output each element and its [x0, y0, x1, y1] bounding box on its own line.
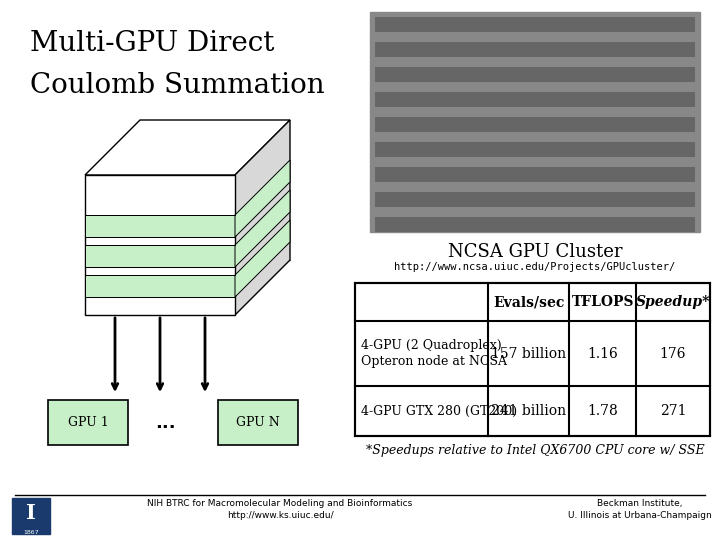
Text: NIH BTRC for Macromolecular Modeling and Bioinformatics: NIH BTRC for Macromolecular Modeling and… — [148, 499, 413, 508]
Bar — [370, 12, 700, 232]
Polygon shape — [85, 215, 235, 237]
Text: GPU 1: GPU 1 — [68, 416, 109, 429]
Text: 271: 271 — [660, 404, 686, 418]
Text: NCSA GPU Cluster: NCSA GPU Cluster — [448, 243, 622, 261]
Text: http://www.ks.uiuc.edu/: http://www.ks.uiuc.edu/ — [227, 511, 333, 520]
Text: Evals/sec: Evals/sec — [493, 295, 564, 309]
Text: U. Illinois at Urbana-Champaign: U. Illinois at Urbana-Champaign — [568, 511, 712, 520]
Text: 241 billion: 241 billion — [491, 404, 567, 418]
Text: 1.78: 1.78 — [588, 404, 618, 418]
Text: 1.16: 1.16 — [588, 347, 618, 361]
Text: TFLOPS: TFLOPS — [572, 295, 634, 309]
Text: http://www.ncsa.uiuc.edu/Projects/GPUcluster/: http://www.ncsa.uiuc.edu/Projects/GPUclu… — [395, 262, 675, 272]
Text: 157 billion: 157 billion — [491, 347, 567, 361]
Text: Coulomb Summation: Coulomb Summation — [30, 72, 325, 99]
Bar — [375, 92, 695, 107]
Bar — [375, 167, 695, 182]
Polygon shape — [85, 120, 290, 175]
Text: GPU N: GPU N — [236, 416, 280, 429]
Text: Speedup*: Speedup* — [636, 295, 710, 309]
Text: 4-GPU (2 Quadroplex)
Opteron node at NCSA: 4-GPU (2 Quadroplex) Opteron node at NCS… — [361, 340, 507, 368]
Bar — [375, 67, 695, 82]
Text: ...: ... — [155, 414, 175, 431]
Polygon shape — [85, 275, 235, 297]
Polygon shape — [85, 245, 235, 267]
Bar — [375, 192, 695, 207]
Text: *Speedups relative to Intel QX6700 CPU core w/ SSE: *Speedups relative to Intel QX6700 CPU c… — [366, 444, 704, 457]
Polygon shape — [235, 220, 290, 297]
Polygon shape — [235, 190, 290, 267]
Text: I: I — [26, 503, 36, 523]
Bar — [48, 400, 128, 445]
Text: 176: 176 — [660, 347, 686, 361]
Bar — [375, 217, 695, 232]
Text: Multi-GPU Direct: Multi-GPU Direct — [30, 30, 274, 57]
Text: Beckman Institute,: Beckman Institute, — [598, 499, 683, 508]
Bar — [375, 17, 695, 32]
Polygon shape — [85, 175, 235, 315]
Text: 4-GPU GTX 280 (GT200): 4-GPU GTX 280 (GT200) — [361, 404, 517, 417]
Bar — [375, 142, 695, 157]
Bar — [355, 283, 710, 436]
Text: 1867: 1867 — [23, 530, 39, 535]
Bar — [375, 42, 695, 57]
Polygon shape — [235, 120, 290, 315]
Bar — [218, 400, 298, 445]
Polygon shape — [235, 160, 290, 237]
Bar — [12, 498, 50, 534]
Bar — [375, 117, 695, 132]
